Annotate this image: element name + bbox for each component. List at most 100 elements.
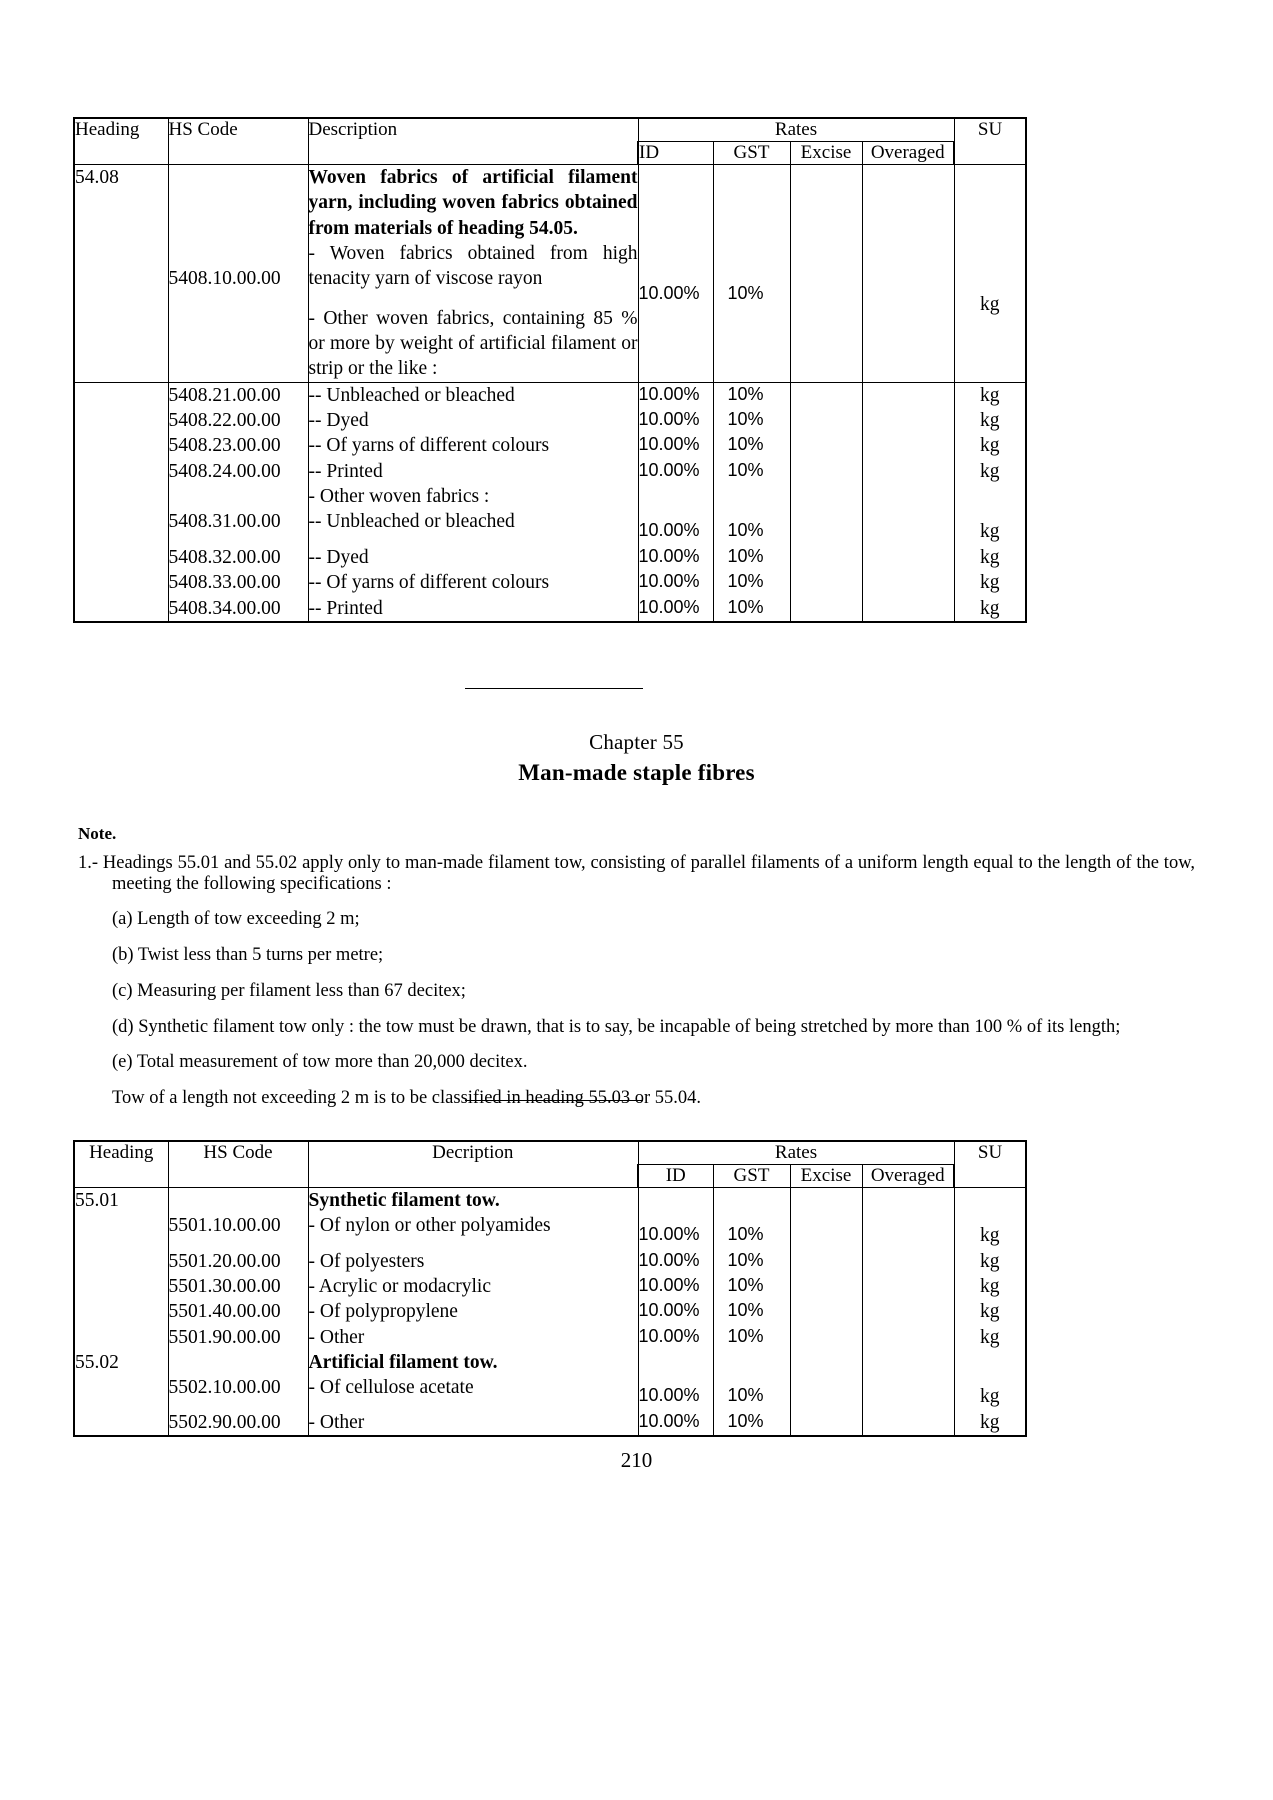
cell-excise-rate <box>789 1350 863 1376</box>
cell-hscode: 5502.10.00.00 <box>167 1375 309 1410</box>
cell-hscode: 5408.32.00.00 <box>167 544 309 571</box>
cell-overaged-rate <box>861 595 955 623</box>
cell-overaged-rate <box>861 509 955 545</box>
section-divider-bottom <box>465 1100 643 1101</box>
cell-hscode: 5408.22.00.00 <box>167 408 309 434</box>
cell-overaged-rate <box>861 408 955 434</box>
cell-description: -- Printed <box>307 458 639 485</box>
cell-su <box>953 1187 1028 1214</box>
cell-heading-code <box>73 1299 169 1325</box>
cell-heading-code <box>73 544 169 571</box>
cell-id-rate: 10.00% <box>637 458 714 485</box>
cell-id-rate <box>637 1350 714 1376</box>
cell-gst-rate: 10% <box>712 382 791 409</box>
cell-gst-rate: 10% <box>712 1213 791 1249</box>
note-item-e: (e) Total measurement of tow more than 2… <box>112 1052 528 1073</box>
col-header-su: SU <box>953 117 1028 165</box>
cell-gst-rate: 10% <box>712 1375 791 1410</box>
cell-id-rate: 10.00% <box>637 509 714 545</box>
cell-excise-rate <box>789 1187 863 1214</box>
cell-excise-rate <box>789 1375 863 1410</box>
table2-header-row-1: Heading HS Code Decription Rates SU <box>73 1140 1028 1188</box>
cell-su: kg <box>953 544 1028 571</box>
cell-heading-code <box>73 408 169 434</box>
cell-gst-rate: 10% <box>712 570 791 596</box>
cell-id-rate: 10.00% <box>637 1299 714 1325</box>
col-header-description: Description <box>307 117 639 165</box>
cell-hscode <box>167 484 309 510</box>
cell-heading-code <box>73 458 169 485</box>
cell-su: kg <box>953 509 1028 545</box>
cell-description: - Of cellulose acetate <box>307 1375 639 1410</box>
cell-su: kg <box>953 570 1028 596</box>
cell-excise-rate <box>789 164 863 383</box>
cell-id-rate: 10.00% <box>637 382 714 409</box>
col-header-id: ID <box>637 1164 714 1188</box>
col-header-su: SU <box>953 1140 1028 1188</box>
table-row: 55.02 Artificial filament tow. <box>73 1350 1028 1376</box>
cell-su: kg <box>953 458 1028 485</box>
cell-id-rate: 10.00% <box>637 1213 714 1249</box>
note-item-c: (c) Measuring per filament less than 67 … <box>112 980 466 1001</box>
page-number: 210 <box>620 1448 653 1472</box>
cell-id-rate: 10.00% <box>637 1248 714 1275</box>
note-label: Note. <box>78 824 117 843</box>
cell-hscode: 5501.40.00.00 <box>167 1299 309 1325</box>
cell-su: kg <box>953 382 1028 409</box>
cell-heading-code <box>73 509 169 545</box>
cell-overaged-rate <box>861 433 955 459</box>
cell-hscode-540810: 5408.10.00.00 <box>168 268 281 290</box>
col-header-rates-group: Rates <box>637 117 955 142</box>
cell-description: -- Printed <box>307 595 639 623</box>
su-540810: kg <box>980 293 1000 315</box>
cell-description: -- Dyed <box>307 408 639 434</box>
cell-hscode <box>167 1187 309 1214</box>
table-row: 55.01 Synthetic filament tow. <box>73 1187 1028 1214</box>
rate-id-540810: 10.00% <box>638 282 700 303</box>
col-header-heading: Heading <box>73 1140 169 1188</box>
cell-id-rate: 10.00% <box>637 1409 714 1437</box>
cell-hscode: 5502.90.00.00 <box>167 1409 309 1437</box>
notes-section: Note. 1.- Headings 55.01 and 55.02 apply… <box>78 824 1195 1109</box>
cell-id-rate: 10.00% <box>637 544 714 571</box>
table-row: 5501.30.00.00 - Acrylic or modacrylic 10… <box>73 1274 1028 1300</box>
cell-gst-rate: 10% <box>712 433 791 459</box>
col-header-heading: Heading <box>73 117 169 165</box>
cell-description: - Other <box>307 1324 639 1351</box>
cell-hscode: 5408.21.00.00 <box>167 382 309 409</box>
cell-heading-code <box>73 1324 169 1351</box>
cell-description: -- Dyed <box>307 544 639 571</box>
cell-su <box>953 1350 1028 1376</box>
cell-excise-rate <box>789 408 863 434</box>
cell-description: - Other <box>307 1409 639 1437</box>
cell-description: - Of polyesters <box>307 1248 639 1275</box>
cell-heading-code: 54.08 <box>73 164 169 383</box>
cell-id-rate: 10.00% <box>637 595 714 623</box>
cell-description: -- Of yarns of different colours <box>307 570 639 596</box>
table2-header-row-2: ID GST Excise Overaged <box>74 1164 1026 1188</box>
cell-gst-rate <box>712 1350 791 1376</box>
cell-overaged-rate <box>861 1248 955 1275</box>
cell-id-rate: 10.00% <box>637 433 714 459</box>
chapter-title: Man-made staple fibres <box>518 760 755 785</box>
note-closing: Tow of a length not exceeding 2 m is to … <box>112 1088 702 1109</box>
cell-su: kg <box>953 433 1028 459</box>
col-header-gst: GST <box>712 141 791 165</box>
cell-excise-rate <box>789 458 863 485</box>
cell-gst-rate: X X X X X 10% <box>712 164 791 383</box>
cell-su: kg <box>953 1324 1028 1351</box>
cell-excise-rate <box>789 1274 863 1300</box>
cell-overaged-rate <box>861 1350 955 1376</box>
cell-id-rate <box>637 484 714 510</box>
cell-overaged-rate <box>861 484 955 510</box>
cell-heading-code <box>73 1409 169 1437</box>
cell-hscode: 5408.33.00.00 <box>167 570 309 596</box>
cell-description-block: Woven fabrics of artificial filament yar… <box>307 164 639 383</box>
desc-group-1: - Woven fabrics obtained from high tenac… <box>308 243 638 290</box>
cell-hscode: 5501.20.00.00 <box>167 1248 309 1275</box>
cell-description: - Of polypropylene <box>307 1299 639 1325</box>
note-item-a: (a) Length of tow exceeding 2 m; <box>112 909 360 930</box>
cell-gst-rate: 10% <box>712 1324 791 1351</box>
cell-overaged-rate <box>861 1213 955 1249</box>
cell-description: -- Of yarns of different colours <box>307 433 639 459</box>
